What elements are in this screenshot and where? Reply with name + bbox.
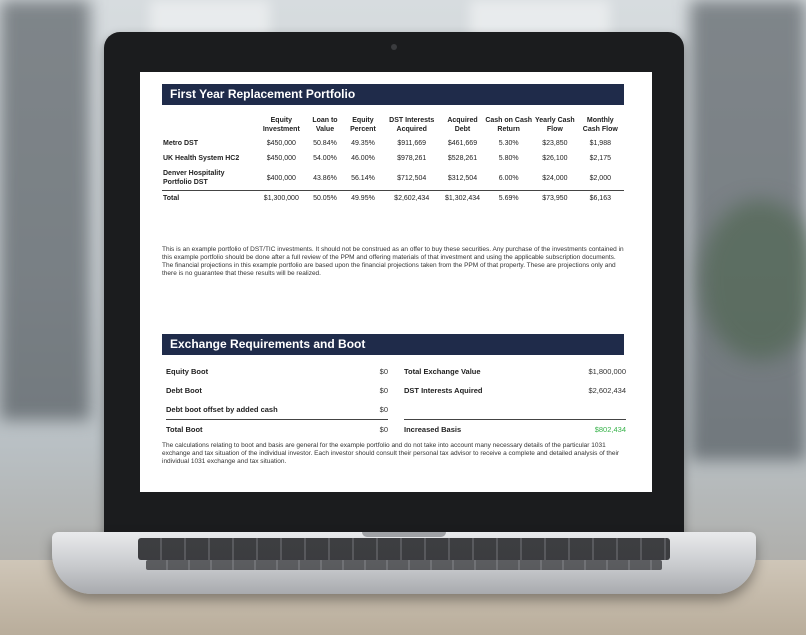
boot-label: Equity Boot [166, 367, 209, 376]
table-cell: 5.30% [498, 140, 519, 147]
table-cell: $978,261 [397, 155, 427, 162]
table-cell: 49.35% [351, 140, 375, 147]
boot-label: Debt Boot [166, 386, 202, 395]
portfolio-disclaimer: This is an example portfolio of DST/TIC … [162, 246, 624, 278]
basis-value: $1,800,000 [588, 367, 626, 376]
keyboard [138, 538, 670, 560]
table-cell: $2,602,434 [382, 190, 441, 206]
table-cell: 49.95% [343, 190, 383, 206]
column-header: Yearly Cash Flow [535, 117, 575, 133]
keyboard-row [146, 560, 662, 570]
lid-hinge [362, 532, 446, 537]
exchange-disclaimer: The calculations relating to boot and ba… [162, 442, 620, 465]
portfolio-section-title: First Year Replacement Portfolio [162, 84, 624, 105]
disclaimer-text: This is an example portfolio of DST/TIC … [162, 246, 624, 261]
exchange-section-title: Exchange Requirements and Boot [162, 334, 624, 355]
column-header: Acquired Debt [447, 117, 478, 133]
table-cell: $461,669 [447, 140, 478, 147]
investment-name: UK Health System HC2 [163, 155, 240, 162]
table-cell: $23,850 [542, 140, 568, 147]
basis-label: Increased Basis [404, 425, 462, 434]
table-cell: $400,000 [266, 174, 296, 182]
portfolio-table: Equity Investment Loan to Value Equity P… [162, 114, 624, 206]
increased-basis-value: $802,434 [594, 425, 626, 434]
table-cell: $312,504 [447, 174, 478, 182]
boot-label: Debt boot offset by added cash [166, 405, 278, 414]
column-header: Loan to Value [312, 117, 338, 133]
column-header: Cash on Cash Return [485, 117, 533, 133]
laptop-base [52, 532, 756, 594]
table-cell: 50.05% [306, 190, 344, 206]
table-cell: $1,300,000 [256, 190, 307, 206]
boot-row: Debt boot offset by added cash $0 [166, 400, 388, 419]
column-header [162, 114, 256, 136]
webcam-icon [391, 44, 397, 50]
table-cell: $450,000 [266, 140, 296, 147]
column-header: Monthly Cash Flow [582, 117, 618, 133]
table-row: Denver Hospitality Portfolio DST $400,00… [162, 166, 624, 191]
table-total-row: Total $1,300,000 50.05% 49.95% $2,602,43… [162, 190, 624, 206]
investment-name: Denver Hospitality Portfolio DST [163, 170, 225, 186]
table-cell: 43.86% [313, 174, 337, 182]
portfolio-table-header: Equity Investment Loan to Value Equity P… [162, 114, 624, 136]
table-cell: $528,261 [447, 155, 478, 162]
investment-name: Metro DST [163, 140, 198, 147]
table-row: UK Health System HC2 $450,000 54.00% 46.… [162, 151, 624, 166]
table-cell: $24,000 [542, 174, 568, 182]
basis-row: DST Interests Aquired $2,602,434 [404, 381, 626, 400]
total-boot-row: Total Boot $0 [166, 419, 388, 439]
disclaimer-text: The financial projections in this exampl… [162, 262, 616, 277]
table-cell: $450,000 [266, 155, 296, 162]
table-cell: 6.00% [498, 174, 519, 182]
table-cell: $1,302,434 [440, 190, 485, 206]
table-cell: 5.80% [498, 155, 519, 162]
boot-row: Equity Boot $0 [166, 362, 388, 381]
table-cell: 50.84% [313, 140, 337, 147]
table-cell: 56.14% [351, 174, 375, 182]
column-header: DST Interests Acquired [389, 117, 435, 133]
background-pillar [0, 0, 90, 420]
table-cell: 46.00% [351, 155, 375, 162]
table-cell: 5.69% [484, 190, 534, 206]
column-header: Equity Investment [262, 117, 300, 133]
column-header: Equity Percent [350, 117, 376, 133]
boot-label: Total Boot [166, 425, 203, 434]
table-row: Metro DST $450,000 50.84% 49.35% $911,66… [162, 136, 624, 151]
table-cell: $911,669 [397, 140, 427, 147]
background-plant [700, 200, 806, 360]
table-cell: $712,504 [397, 174, 427, 182]
basis-label: DST Interests Aquired [404, 386, 483, 395]
table-cell: $2,000 [589, 174, 611, 182]
table-cell: $1,988 [589, 140, 611, 147]
boot-value: $0 [379, 386, 388, 395]
table-cell: $73,950 [533, 190, 577, 206]
table-cell: 54.00% [313, 155, 337, 162]
boot-value: $0 [379, 367, 388, 376]
total-label: Total [162, 190, 256, 206]
basis-row-spacer [404, 400, 626, 419]
basis-label: Total Exchange Value [404, 367, 481, 376]
increased-basis-row: Increased Basis $802,434 [404, 419, 626, 439]
boot-row: Debt Boot $0 [166, 381, 388, 400]
table-cell: $6,163 [576, 190, 624, 206]
boot-value: $0 [379, 405, 388, 414]
table-cell: $2,175 [589, 155, 611, 162]
boot-summary: Equity Boot $0 Debt Boot $0 Debt boot of… [166, 362, 388, 439]
basis-row: Total Exchange Value $1,800,000 [404, 362, 626, 381]
table-cell: $26,100 [542, 155, 568, 162]
document-page: First Year Replacement Portfolio Equity … [140, 72, 652, 492]
basis-value: $2,602,434 [588, 386, 626, 395]
boot-value: $0 [379, 425, 388, 434]
basis-summary: Total Exchange Value $1,800,000 DST Inte… [404, 362, 626, 439]
